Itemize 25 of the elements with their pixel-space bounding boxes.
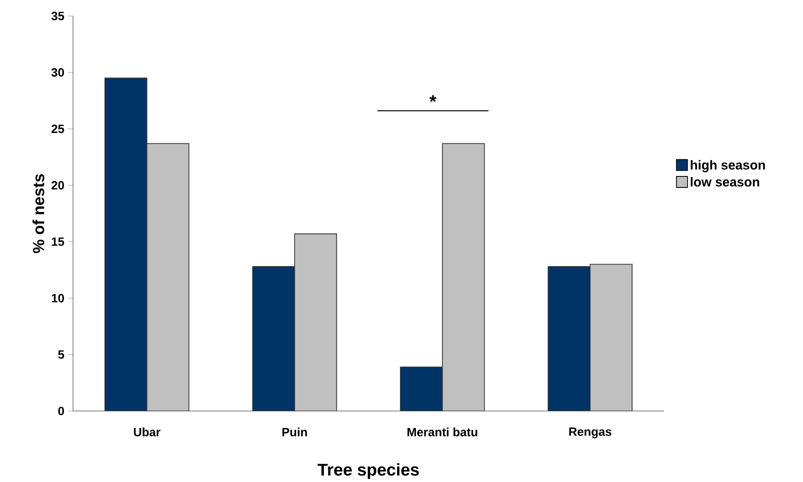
x-tick-label: Puin xyxy=(282,428,307,436)
y-tick-label: 10 xyxy=(52,294,64,302)
annotation: * xyxy=(429,95,436,102)
bar xyxy=(548,266,591,411)
legend-label: low season xyxy=(690,176,760,187)
x-tick-label: Meranti batu xyxy=(408,428,478,436)
y-tick-label: 30 xyxy=(51,68,64,77)
x-tick-label: Ubar xyxy=(134,428,160,436)
y-tick-label: 20 xyxy=(52,181,64,190)
y-axis-title: % of nests xyxy=(32,174,44,254)
bar xyxy=(146,143,190,411)
bar xyxy=(442,143,485,411)
y-tick-label: 35 xyxy=(51,12,64,20)
x-tick-label: Rengas xyxy=(569,428,612,438)
y-tick-label: 0 xyxy=(58,406,64,416)
bar xyxy=(252,266,296,411)
bar xyxy=(590,264,633,411)
y-tick-label: 5 xyxy=(58,350,64,359)
bar xyxy=(294,233,338,411)
legend-label: high season xyxy=(690,160,765,172)
y-tick-label: 25 xyxy=(52,124,64,134)
bar xyxy=(400,366,443,411)
bar xyxy=(104,78,148,411)
x-axis-title: Tree species xyxy=(318,463,419,480)
y-tick-label: 15 xyxy=(52,238,64,246)
